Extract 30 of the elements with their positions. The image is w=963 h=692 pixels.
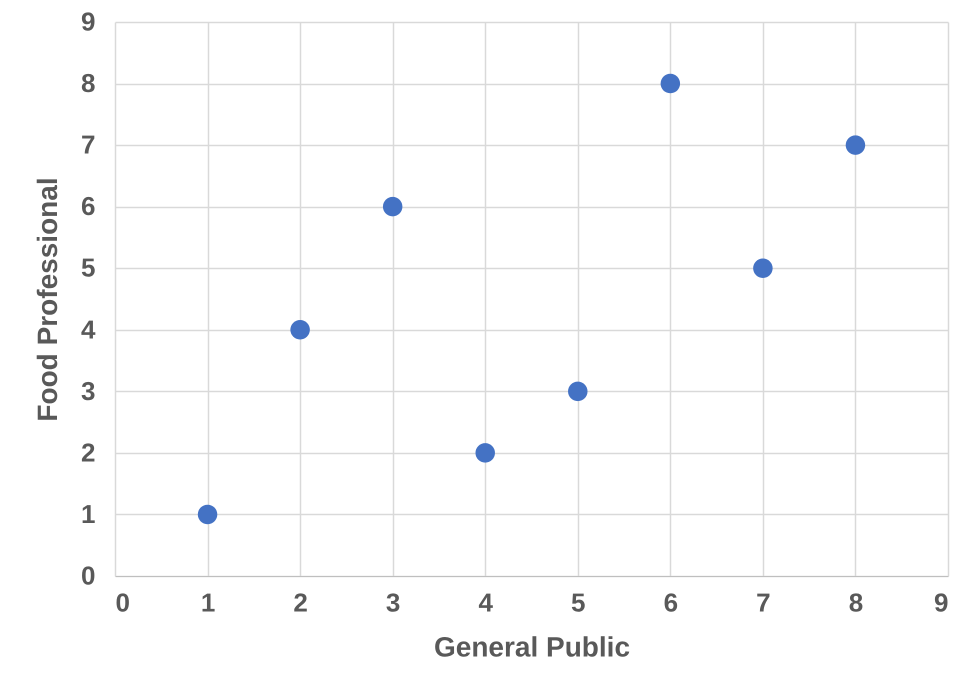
y-tick-label: 3 xyxy=(81,376,96,406)
x-tick-label: 9 xyxy=(934,588,948,618)
point xyxy=(382,196,402,216)
x-tick-label: 7 xyxy=(756,588,771,618)
x-tick-label: 1 xyxy=(200,588,216,618)
x-tick-label: 6 xyxy=(664,588,678,618)
point xyxy=(568,382,588,402)
y-tick-label: 9 xyxy=(81,6,96,36)
point xyxy=(475,443,495,463)
point xyxy=(660,74,680,94)
y-tick-label: 1 xyxy=(81,498,96,529)
y-tick-label: 0 xyxy=(81,560,96,590)
y-tick-label: 8 xyxy=(81,68,96,98)
x-tick-label: 0 xyxy=(116,588,130,618)
point xyxy=(198,504,218,524)
x-tick-label: 2 xyxy=(293,588,308,618)
point xyxy=(753,258,773,278)
y-tick-label: 7 xyxy=(81,130,96,160)
y-tick-label: 4 xyxy=(81,314,96,344)
point xyxy=(290,320,310,340)
y-axis-title: Food Professional xyxy=(32,177,64,422)
x-tick-label: 8 xyxy=(848,588,864,618)
x-tick-label: 4 xyxy=(478,588,494,618)
y-tick-label: 5 xyxy=(81,252,96,283)
x-tick-label: 3 xyxy=(386,588,400,618)
y-tick-label: 2 xyxy=(81,437,96,468)
x-tick-label: 5 xyxy=(571,588,586,618)
y-tick-label: 6 xyxy=(81,191,96,222)
x-axis-title: General Public xyxy=(434,632,630,662)
point xyxy=(846,135,866,155)
